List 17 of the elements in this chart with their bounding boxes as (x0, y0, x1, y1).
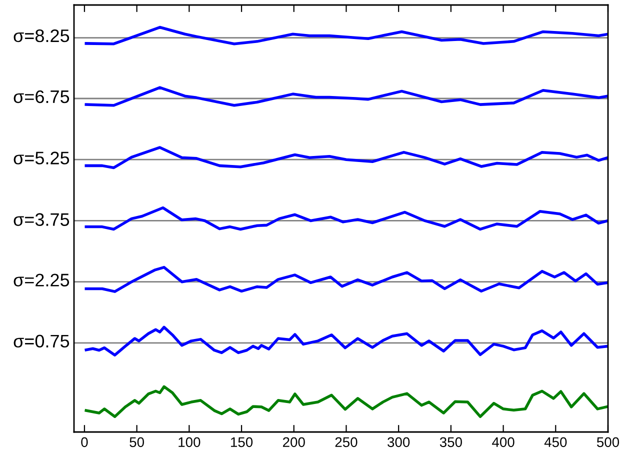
x-tick-label: 150 (231, 437, 253, 448)
x-tick-label: 0 (81, 437, 88, 448)
series-label: σ=5.25 (14, 152, 70, 164)
x-tick-label: 350 (440, 437, 462, 448)
x-tick-label: 300 (388, 437, 410, 448)
x-tick-label: 250 (335, 437, 358, 448)
x-tick-label: 50 (130, 437, 144, 448)
x-tick-label: 400 (492, 437, 514, 448)
x-tick-label: 200 (282, 437, 305, 448)
x-tick-label: 450 (544, 437, 567, 448)
x-tick-label: 500 (596, 437, 620, 448)
series-label: σ=3.75 (14, 213, 70, 226)
series-label: σ=0.75 (14, 334, 70, 348)
series-label: σ=8.25 (14, 29, 70, 42)
series-label: σ=2.25 (14, 274, 70, 286)
x-tick-label: 100 (178, 437, 200, 448)
series-label: σ=6.75 (14, 90, 70, 104)
